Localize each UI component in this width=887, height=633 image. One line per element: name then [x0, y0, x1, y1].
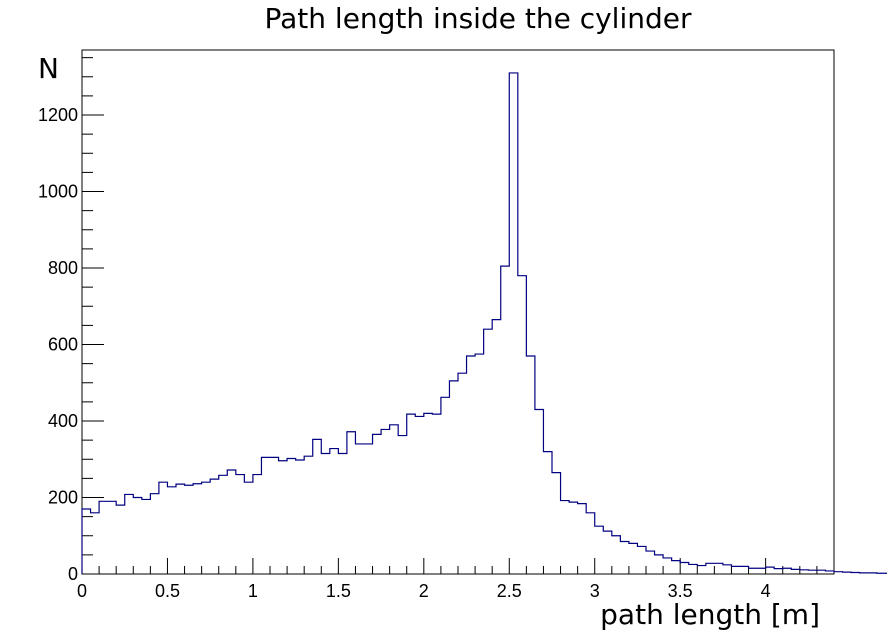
- x-axis: 0 0.5 1 1.5 2 2.5 3 3.5 4: [77, 558, 835, 601]
- x-tick-label: 0: [77, 581, 87, 601]
- x-tick-label: 1: [248, 581, 258, 601]
- y-axis: 0 200 400 600 800 1000 1200: [38, 57, 104, 584]
- x-axis-label: path length [m]: [600, 598, 820, 631]
- x-tick-label: 3.5: [668, 581, 693, 601]
- y-tick-label: 600: [48, 335, 78, 355]
- y-axis-label: N: [38, 52, 59, 85]
- x-tick-label: 0.5: [155, 581, 180, 601]
- chart-title: Path length inside the cylinder: [265, 2, 692, 35]
- histogram-series: [81, 72, 887, 574]
- x-tick-label: 3: [590, 581, 600, 601]
- x-tick-label: 1.5: [326, 581, 351, 601]
- y-tick-label: 200: [48, 488, 78, 508]
- plot-frame: [81, 49, 835, 575]
- y-tick-label: 400: [48, 411, 78, 431]
- y-tick-label: 1000: [38, 182, 78, 202]
- y-tick-label: 1200: [38, 105, 78, 125]
- y-tick-label: 0: [68, 564, 78, 584]
- x-tick-label: 2.5: [497, 581, 522, 601]
- x-tick-label: 4: [761, 581, 771, 601]
- x-tick-label: 2: [419, 581, 429, 601]
- y-tick-label: 800: [48, 258, 78, 278]
